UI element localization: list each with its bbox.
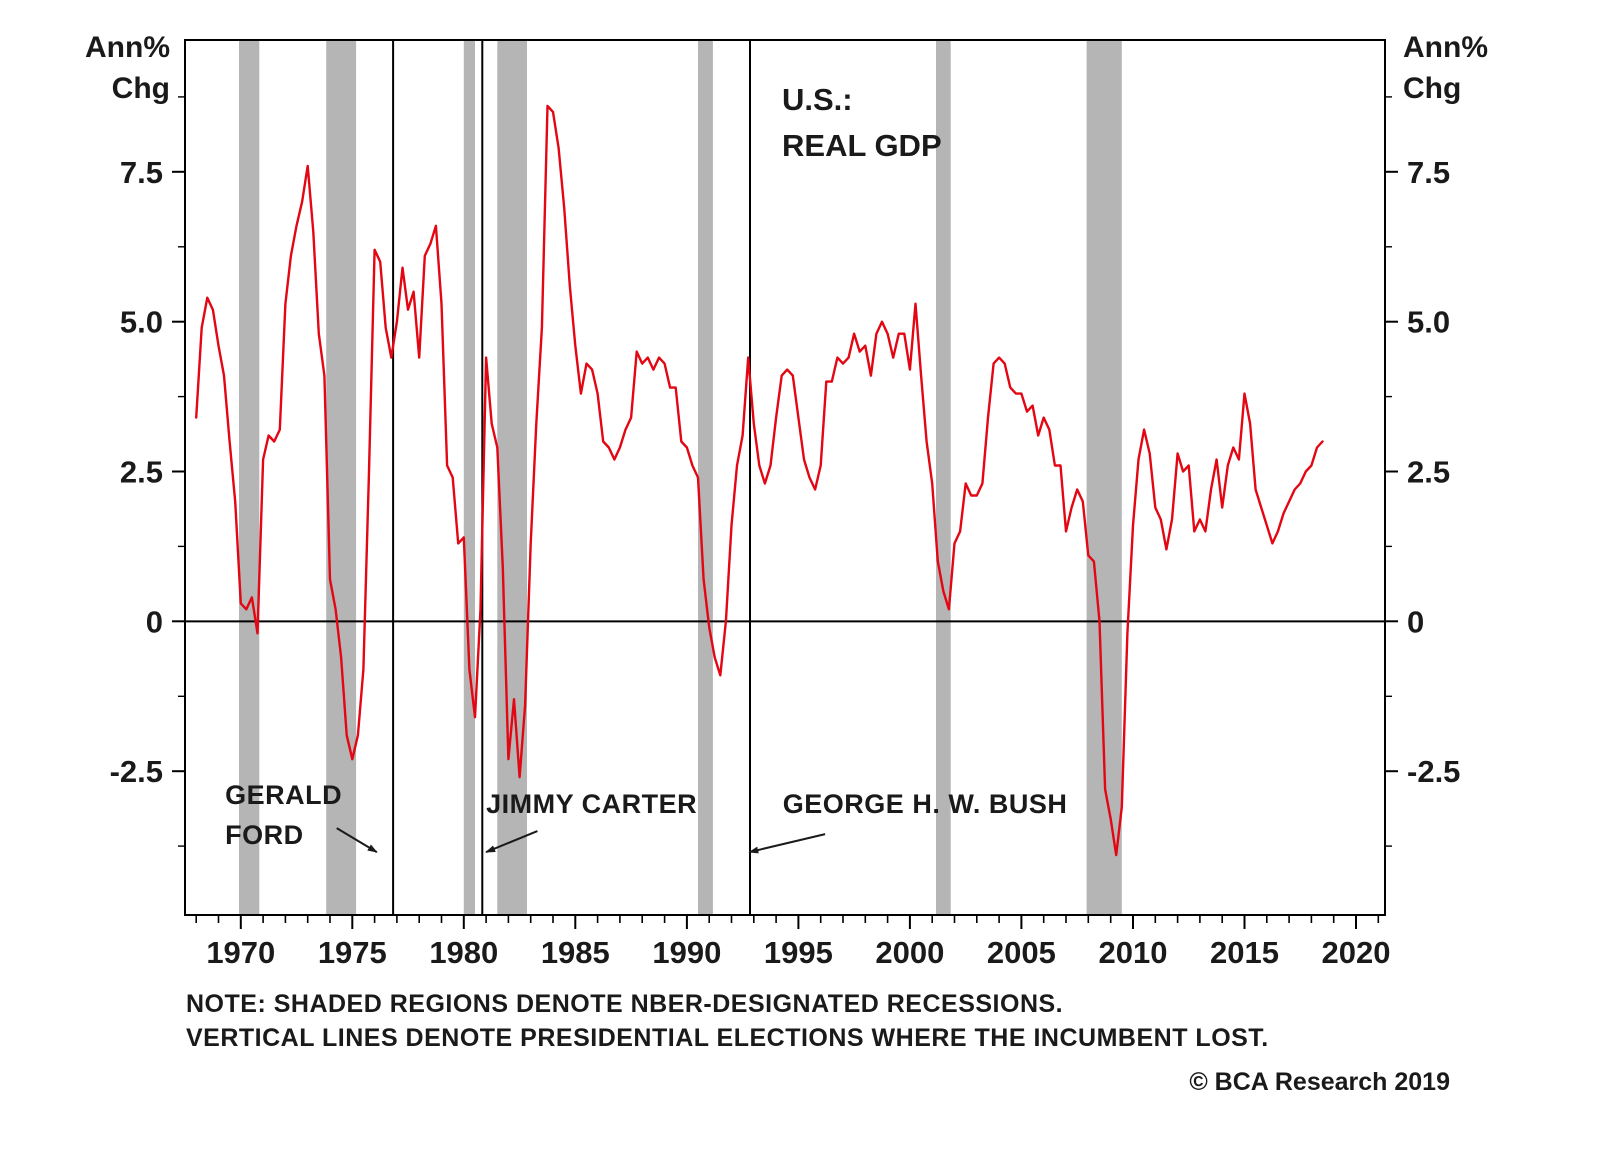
x-tick-label: 2020 xyxy=(1322,935,1391,970)
note-elections: VERTICAL LINES DENOTE PRESIDENTIAL ELECT… xyxy=(186,1024,1269,1052)
x-tick-label: 2015 xyxy=(1210,935,1279,970)
recession-band xyxy=(463,40,475,915)
y-tick-label-right: 5.0 xyxy=(1407,305,1450,340)
y-tick-label-right: 0 xyxy=(1407,604,1424,639)
y-tick-label-right: 2.5 xyxy=(1407,455,1450,490)
x-tick-label: 1970 xyxy=(206,935,275,970)
recession-band xyxy=(497,40,527,915)
y-tick-label-right: -2.5 xyxy=(1407,754,1460,789)
recession-band xyxy=(326,40,357,915)
x-tick-label: 2005 xyxy=(987,935,1056,970)
annotation-label: GEORGE H. W. BUSH xyxy=(783,789,1068,819)
recession-band xyxy=(239,40,260,915)
y-tick-label-right: 7.5 xyxy=(1407,155,1450,190)
gdp-series-line xyxy=(194,104,1324,857)
annotation-label: FORD xyxy=(225,820,304,850)
chart-title: REAL GDP xyxy=(782,128,942,163)
x-tick-label: 1985 xyxy=(541,935,610,970)
y-axis-label-left: Ann% Chg xyxy=(85,31,170,105)
recession-band xyxy=(936,40,951,915)
source-credit: © BCA Research 2019 xyxy=(1189,1068,1450,1096)
annotation-arrow xyxy=(336,827,378,853)
recession-band xyxy=(698,40,713,915)
x-tick-label: 1980 xyxy=(429,935,498,970)
x-tick-label: 2000 xyxy=(875,935,944,970)
y-tick-label-left: 2.5 xyxy=(120,455,163,490)
x-tick-label: 1975 xyxy=(318,935,387,970)
annotation-arrow xyxy=(485,830,538,854)
x-tick-label: 1995 xyxy=(764,935,833,970)
x-tick-label: 2010 xyxy=(1099,935,1168,970)
y-axis-label-right: Ann% Chg xyxy=(1403,31,1488,105)
y-tick-label-left: 0 xyxy=(146,604,163,639)
plot-border xyxy=(184,39,1386,916)
y-tick-label-left: 7.5 xyxy=(120,155,163,190)
y-tick-label-left: 5.0 xyxy=(120,305,163,340)
note-recessions: NOTE: SHADED REGIONS DENOTE NBER-DESIGNA… xyxy=(186,990,1064,1018)
x-tick-label: 1990 xyxy=(652,935,721,970)
annotation-label: GERALD xyxy=(225,780,342,810)
y-tick-label-left: -2.5 xyxy=(110,754,163,789)
annotation-label: JIMMY CARTER xyxy=(486,789,697,819)
annotation-arrow xyxy=(748,833,826,854)
chart-title: U.S.: xyxy=(782,82,853,117)
